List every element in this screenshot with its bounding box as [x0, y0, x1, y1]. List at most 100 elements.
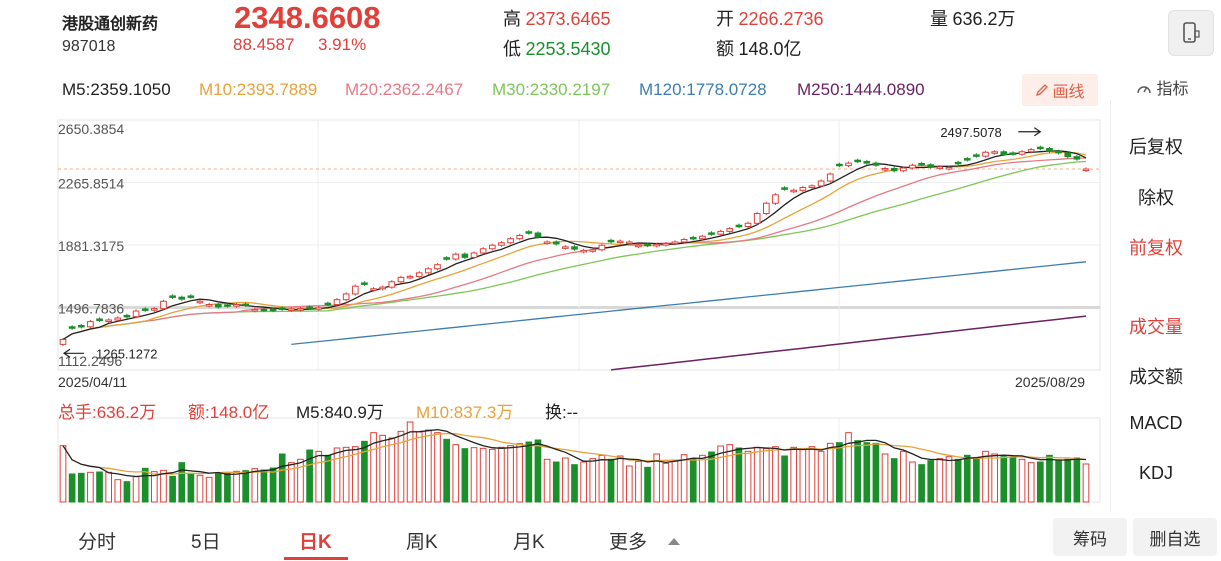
sub-macd[interactable]: MACD: [1129, 413, 1183, 433]
volume-bar: [845, 432, 852, 503]
draw-line-button[interactable]: 画线: [1022, 74, 1098, 106]
candle-body: [1009, 152, 1017, 155]
candle-body: [251, 308, 259, 312]
volume-bar: [406, 421, 414, 503]
chart-labels: 2650.3854 2265.8514 1881.3175 1496.7836 1112…: [58, 121, 1042, 369]
candle-body: [315, 307, 323, 310]
candle-body: [644, 243, 651, 247]
volume-m10: M10:837.3万: [416, 403, 514, 422]
candle-body: [872, 162, 880, 166]
volume-bar: [178, 462, 186, 503]
volume-bar: [141, 467, 149, 503]
landscape-toggle-button[interactable]: [1168, 10, 1214, 56]
candle-body: [699, 235, 706, 240]
phone-icon: [1183, 22, 1200, 43]
high-stat: 高 2373.6465: [503, 5, 611, 31]
low-label: 低: [503, 39, 521, 59]
volume-bar: [242, 470, 250, 503]
candle-body: [114, 317, 122, 321]
candle-body: [653, 243, 661, 247]
volume-bar: [552, 461, 560, 503]
candle-body: [817, 180, 825, 187]
volume-bar: [151, 471, 158, 503]
tab-daily[interactable]: 日K: [299, 532, 332, 553]
volume-bar: [251, 468, 259, 503]
candle-body: [826, 173, 834, 182]
ma30-legend: M30:2330.2197: [492, 80, 611, 99]
ma120-legend: M120:1778.0728: [639, 80, 767, 99]
candle-body: [936, 166, 944, 169]
volume-bar: [233, 470, 240, 503]
candle-body: [1055, 150, 1062, 154]
candle-body: [278, 307, 286, 310]
tab-5day[interactable]: 5日: [191, 532, 221, 553]
volume-bar: [260, 469, 268, 503]
volume-bar: [580, 461, 587, 503]
volume-bar: [717, 445, 724, 503]
last-price: 2348.6608: [234, 0, 381, 35]
volume-bar: [333, 447, 341, 503]
volume-bar: [571, 464, 578, 503]
indicator-button[interactable]: 指标: [1136, 75, 1188, 99]
volume-bar: [425, 429, 432, 503]
sub-amount[interactable]: 成交额: [1129, 367, 1183, 387]
candle-body: [982, 151, 989, 157]
adjust-none[interactable]: 除权: [1138, 188, 1174, 208]
volume-bar: [936, 458, 944, 503]
volume-bar: [187, 473, 195, 503]
remove-watchlist-button[interactable]: 删自选: [1133, 518, 1217, 556]
tab-more[interactable]: 更多: [609, 527, 682, 554]
candle-body: [187, 295, 195, 298]
volume-bar: [388, 437, 396, 503]
candle-body: [361, 282, 368, 285]
candle-body: [607, 239, 615, 243]
volume-bar: [1018, 458, 1026, 503]
candles: [59, 145, 1090, 346]
candle-body: [160, 300, 167, 310]
volume-bar: [543, 458, 551, 503]
sub-kdj[interactable]: KDJ: [1138, 463, 1173, 483]
ma250-legend: M250:1444.0890: [797, 80, 925, 99]
volume-bar: [1036, 461, 1044, 503]
candle-body: [1046, 148, 1053, 152]
volume-bar: [160, 469, 167, 503]
volume-bar: [799, 448, 807, 503]
volume-bar: [726, 444, 734, 503]
candle-body: [662, 243, 670, 246]
ma5-legend: M5:2359.1050: [62, 80, 171, 99]
volume-bar: [96, 471, 103, 503]
candle-body: [927, 164, 935, 168]
candle-body: [625, 241, 633, 244]
sub-volume[interactable]: 成交量: [1129, 317, 1183, 337]
volume-bar: [863, 442, 871, 503]
tab-intraday[interactable]: 分时: [78, 532, 117, 553]
max-annotation: 2497.5078: [940, 125, 1001, 140]
candle-body: [799, 187, 807, 191]
ma20-legend: M20:2362.2467: [345, 80, 464, 99]
volume-bar: [488, 448, 496, 503]
volume-bar: [479, 447, 487, 503]
volume-bar: [836, 442, 843, 503]
candle-body: [224, 304, 231, 307]
volume-bar: [498, 446, 505, 503]
chips-button[interactable]: 筹码: [1053, 518, 1127, 556]
candle-body: [945, 167, 953, 170]
candle-body: [543, 241, 551, 244]
index-name: 港股通创新药: [62, 16, 159, 33]
volume-bar: [817, 450, 825, 503]
volume-bar: [77, 472, 85, 503]
candle-body: [288, 308, 295, 311]
tab-monthly[interactable]: 月K: [513, 532, 545, 553]
adjust-forward[interactable]: 前复权: [1129, 238, 1183, 258]
indicator-label: 指标: [1156, 81, 1189, 98]
tab-weekly[interactable]: 周K: [406, 532, 438, 553]
volume-total: 总手:636.2万: [58, 403, 157, 422]
volume-bar: [954, 458, 962, 503]
candle-body: [552, 241, 560, 245]
adjust-backward[interactable]: 后复权: [1129, 137, 1183, 157]
volume-bar: [1046, 454, 1053, 503]
volume-value: 636.2万: [952, 9, 1016, 29]
volume-bar: [169, 475, 176, 503]
candle-body: [963, 158, 971, 161]
